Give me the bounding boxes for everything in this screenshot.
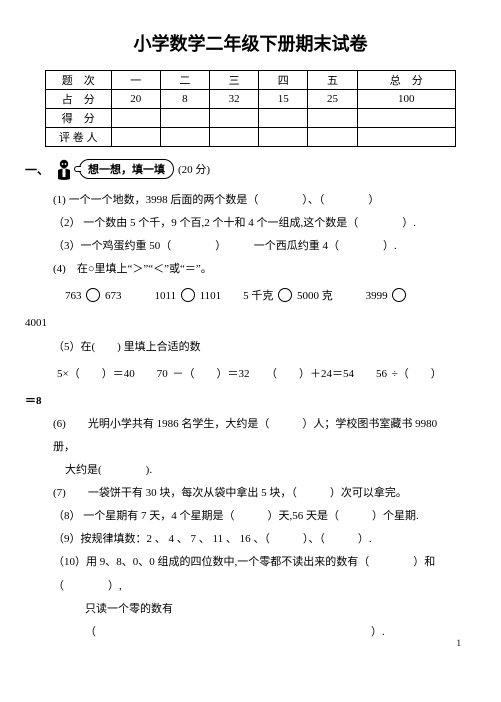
section-1-header: 一、 想一想，填一填 (20 分)	[25, 157, 456, 181]
student-icon	[53, 157, 75, 181]
table-cell	[259, 128, 308, 147]
question-1: (1) 一个一个地数，3998 后面的两个数是（ ）、（ ）	[53, 189, 456, 212]
question-3: （3）一个鸡蛋约重 50（ ） 一个西瓜约重 4（ ）.	[53, 235, 456, 258]
question-5a: （5）在( ) 里填上合适的数	[53, 336, 456, 359]
question-list: (1) 一个一个地数，3998 后面的两个数是（ ）、（ ） （2） 一个数由 …	[45, 189, 456, 644]
table-header-cell: 四	[259, 71, 308, 90]
table-header-cell: 三	[209, 71, 258, 90]
table-cell: 15	[259, 90, 308, 109]
compare-circle	[278, 288, 292, 302]
question-9: （9）按规律填数：2 、 4 、 7 、 11 、 16 、（ ）、（ ）.	[53, 528, 456, 551]
question-10a: （10）用 9、8、0、0 组成的四位数中,一个零都不读出来的数有（ ）和（ ）…	[53, 551, 456, 597]
table-cell	[209, 128, 258, 147]
table-cell: 8	[160, 90, 209, 109]
question-4a: (4) 在○里填上“＞”“＜”或“＝”。	[53, 258, 456, 281]
compare-circle	[86, 288, 100, 302]
table-row-label: 得 分	[46, 109, 112, 128]
question-7: (7) 一袋饼干有 30 块，每次从袋中拿出 5 块，（ ）次可以拿完。	[53, 482, 456, 505]
compare-circle	[181, 288, 195, 302]
table-cell	[160, 109, 209, 128]
table-header-cell: 总 分	[357, 71, 455, 90]
section-1-bubble: 想一想，填一填	[79, 159, 174, 179]
table-cell: 100	[357, 90, 455, 109]
table-header-cell: 一	[111, 71, 160, 90]
table-cell	[357, 128, 455, 147]
section-1-num: 一、	[25, 161, 49, 178]
question-10b: 只读一个零的数有（ ）.	[85, 598, 456, 644]
table-cell: 20	[111, 90, 160, 109]
table-cell	[357, 109, 455, 128]
table-cell	[209, 109, 258, 128]
question-4b: 763 673 1011 1101 5 千克 5000 克 3999	[65, 285, 456, 308]
table-cell	[111, 128, 160, 147]
table-cell	[259, 109, 308, 128]
table-cell	[111, 109, 160, 128]
question-5b-tail: ＝8	[25, 390, 456, 413]
page-number: 1	[457, 638, 462, 648]
question-5b: 5×（ ）＝40 70 －（ ）＝32 （ ）＋24＝54 56 ÷（ ）	[57, 363, 456, 386]
table-cell	[160, 128, 209, 147]
table-header-cell: 题 次	[46, 71, 112, 90]
table-header-cell: 二	[160, 71, 209, 90]
question-8: （8） 一个星期有 7 天，4 个星期是（ ）天,56 天是（ ）个星期.	[53, 505, 456, 528]
table-cell: 25	[308, 90, 357, 109]
table-cell: 32	[209, 90, 258, 109]
page-title: 小学数学二年级下册期末试卷	[45, 30, 456, 56]
section-1-points: (20 分)	[178, 161, 210, 177]
table-cell	[308, 128, 357, 147]
compare-circle	[392, 288, 406, 302]
table-header-cell: 五	[308, 71, 357, 90]
score-table: 题 次一二三四五总 分占 分208321525100 得 分评 卷 人	[45, 70, 456, 147]
table-cell	[308, 109, 357, 128]
question-6b: 大约是( ).	[65, 459, 456, 482]
question-4b-tail: 4001	[25, 312, 456, 335]
table-row-label: 占 分	[46, 90, 112, 109]
question-6: (6) 光明小学共有 1986 名学生，大约是（ ）人；学校图书室藏书 9980…	[53, 413, 456, 459]
question-2: （2） 一个数由 5 个千，9 个百,2 个十和 4 个一组成,这个数是（ ）.	[53, 212, 456, 235]
table-row-label: 评 卷 人	[46, 128, 112, 147]
